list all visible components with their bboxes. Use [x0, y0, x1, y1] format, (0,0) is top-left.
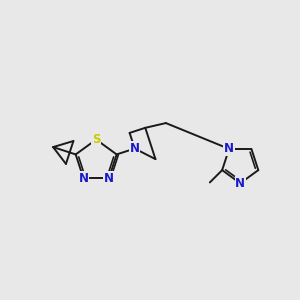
Text: S: S: [92, 133, 100, 146]
Text: N: N: [79, 172, 88, 185]
Text: N: N: [104, 172, 114, 185]
Text: N: N: [224, 142, 234, 155]
Text: N: N: [130, 142, 140, 155]
Text: N: N: [235, 177, 245, 190]
